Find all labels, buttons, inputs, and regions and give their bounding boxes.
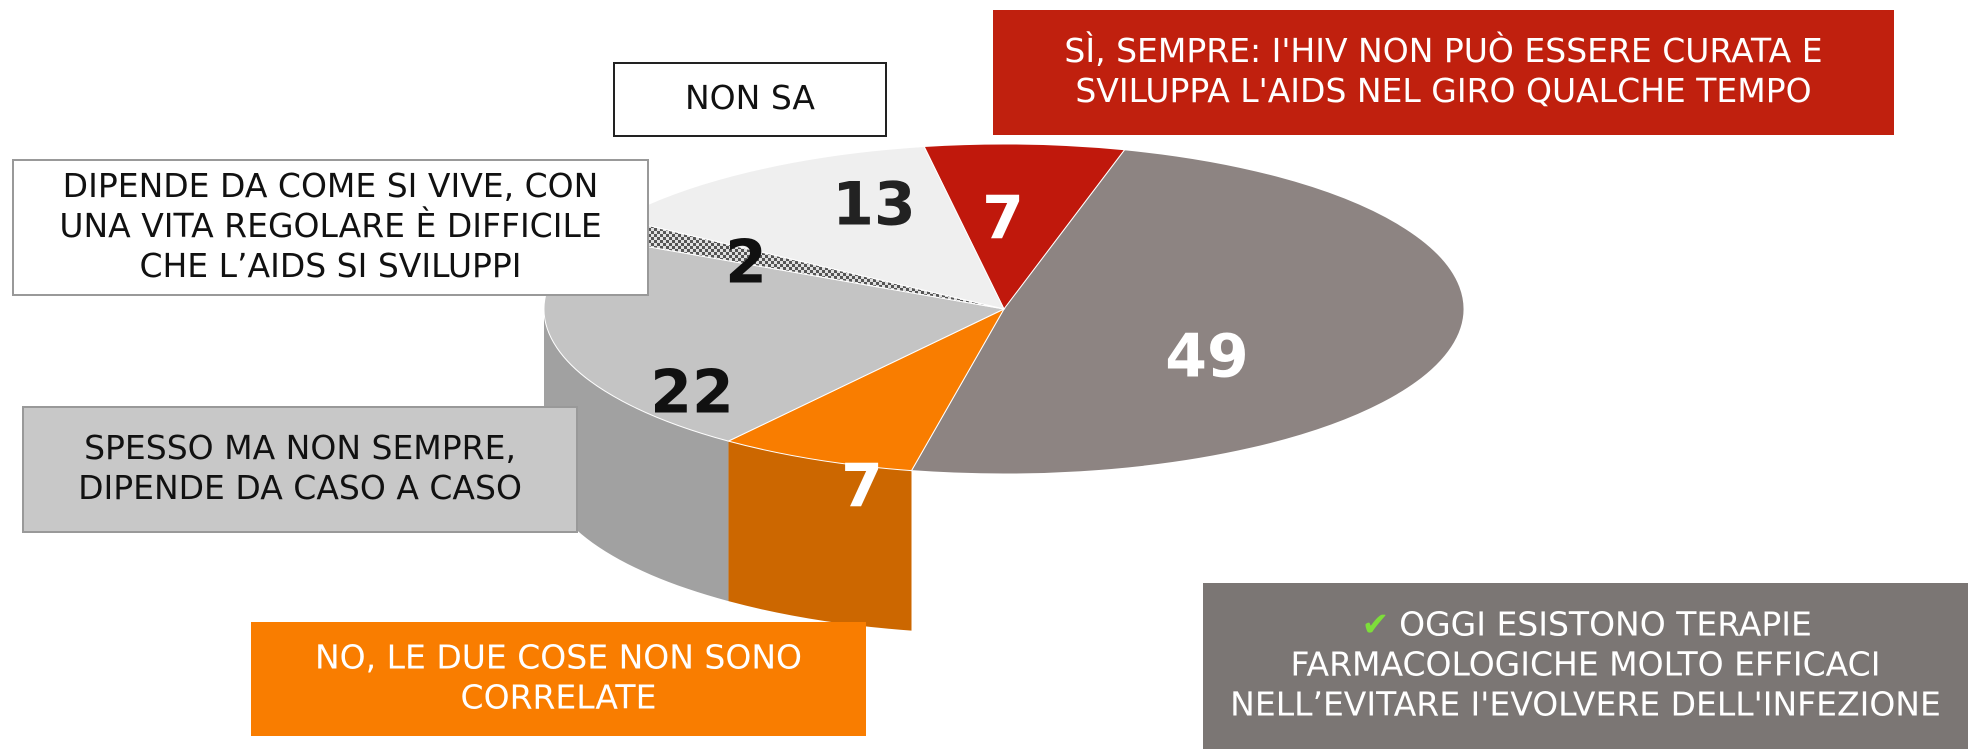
pie-slice [910, 149, 1465, 475]
category-label: SÌ, SEMPRE: I'HIV NON PUÒ ESSERE CURATA … [1064, 30, 1822, 70]
category-box [1203, 583, 1968, 749]
category-label: UNA VITA REGOLARE È DIFFICILE [59, 205, 601, 245]
value-label: 49 [1165, 322, 1249, 392]
category-label: NO, LE DUE COSE NON SONO [315, 638, 802, 677]
category-box [12, 159, 649, 296]
value-label: 22 [650, 358, 734, 428]
value-label: 13 [832, 170, 916, 240]
pie-side [728, 441, 912, 631]
category-label: DIPENDE DA CASO A CASO [78, 468, 522, 507]
pie-slice [923, 143, 1126, 310]
category-box [251, 622, 866, 736]
value-label: 7 [841, 452, 883, 522]
value-label: 2 [725, 228, 767, 298]
category-label: NELL’EVITARE I'EVOLVERE DELL'INFEZIONE [1230, 685, 1941, 724]
category-box [22, 406, 578, 533]
pie-side [544, 309, 729, 602]
category-label: FARMACOLOGICHE MOLTO EFFICACI [1291, 645, 1881, 684]
category-label: SPESSO MA NON SEMPRE, [84, 428, 516, 467]
category-label: CORRELATE [461, 678, 657, 717]
category-label: OGGI ESISTONO TERAPIE [1399, 605, 1812, 644]
category-label: SVILUPPA L'AIDS NEL GIRO QUALCHE TEMPO [1075, 71, 1811, 110]
category-label: NON SA [685, 78, 815, 117]
check-mark: ✔ [1362, 605, 1390, 644]
category-label: DIPENDE DA COME SI VIVE, CON [63, 166, 599, 205]
category-box [993, 10, 1894, 135]
pie-slice [727, 307, 1006, 472]
category-label: CHE L’AIDS SI SVILUPPI [139, 246, 521, 285]
value-label: 7 [982, 184, 1024, 254]
pie [543, 143, 1465, 631]
category-box [613, 62, 887, 137]
